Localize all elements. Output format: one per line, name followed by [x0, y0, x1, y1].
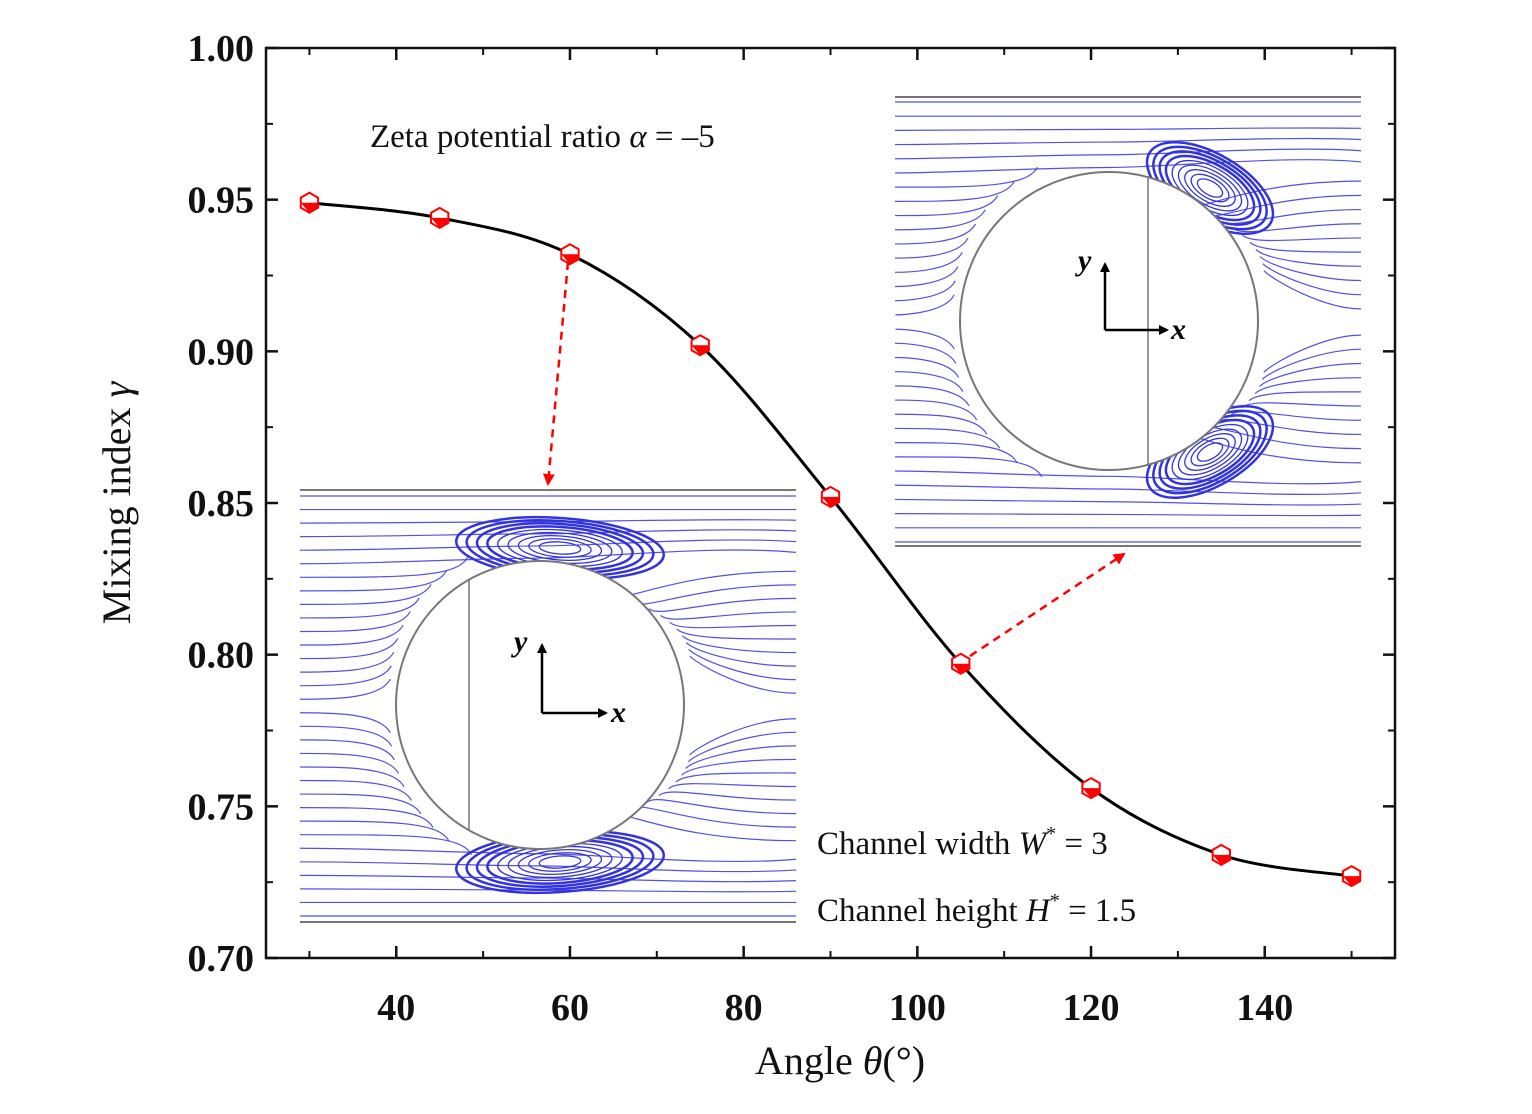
pointer-arrow-105deg	[970, 554, 1124, 656]
data-point	[431, 208, 448, 228]
y-tick-label: 1.00	[188, 28, 255, 70]
y-tick-label: 0.95	[188, 180, 255, 222]
inset-b-cylinder	[960, 172, 1258, 470]
channel-height-annotation: Channel height H* = 1.5	[817, 890, 1136, 929]
data-point	[301, 193, 318, 213]
y-tick-label: 0.70	[188, 938, 255, 980]
y-tick-label: 0.75	[188, 786, 255, 828]
data-point	[1082, 778, 1099, 798]
data-point	[1213, 845, 1230, 865]
x-tick-label: 140	[1236, 987, 1293, 1029]
inset-a-y-label: y	[511, 625, 528, 658]
y-tick-label: 0.90	[188, 331, 255, 373]
inset-b-x-label: x	[1170, 313, 1186, 346]
channel-width-annotation: Channel width W* = 3	[817, 823, 1108, 862]
x-tick-label: 40	[377, 987, 415, 1029]
x-tick-label: 120	[1063, 987, 1120, 1029]
data-point	[692, 335, 709, 355]
data-point	[1343, 866, 1360, 886]
x-tick-label: 60	[551, 987, 589, 1029]
inset-a-cylinder	[396, 561, 684, 849]
zeta-potential-annotation: Zeta potential ratio α = –5	[370, 119, 715, 155]
pointer-arrow-60deg	[548, 262, 568, 484]
data-point	[952, 654, 969, 674]
streamline-inset-105deg: y x	[895, 96, 1361, 548]
inset-a-x-label: x	[610, 696, 626, 729]
streamline-inset-60deg: y x	[300, 490, 796, 922]
x-axis-title: Angle θ(°)	[755, 1038, 925, 1083]
x-tick-label: 100	[889, 987, 946, 1029]
inset-b-y-label: y	[1075, 244, 1092, 277]
data-point	[561, 244, 578, 264]
x-tick-label: 80	[725, 987, 763, 1029]
y-axis-title: Mixing index γ	[94, 381, 139, 625]
data-point	[822, 487, 839, 507]
y-tick-label: 0.80	[188, 635, 255, 677]
y-tick-label: 0.85	[188, 483, 255, 525]
